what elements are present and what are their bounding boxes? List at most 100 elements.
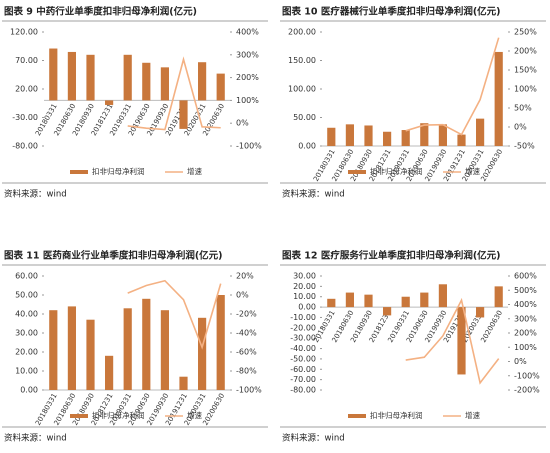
y2-tick-label: -200% [514,386,540,395]
legend-label: 增速 [465,410,480,420]
bar [67,306,76,390]
y2-tick-label: -80% [236,367,257,376]
source: 资料来源：wind [4,433,67,444]
y2-tick-label: 200% [236,73,259,82]
bar [364,294,373,308]
y-tick-label: 10.00 [15,367,38,376]
bar [179,100,188,129]
bar [179,376,188,390]
bar [67,51,76,101]
y2-tick-label: 50% [514,104,532,113]
y2-tick-label: 500% [514,286,537,295]
legend-label: 扣非归母净利润 [370,166,423,176]
legend-label: 扣非归母净利润 [92,410,145,420]
y2-tick-label: 100% [236,96,259,105]
bar [49,310,58,390]
y2-tick-label: 600% [514,272,537,281]
y-tick-label: -70.00 [290,375,316,384]
y-tick-label: -30.00 [12,113,38,122]
bar [345,292,354,308]
y-tick-label: 0.00 [298,303,316,312]
bar [383,307,392,316]
y-tick-label: 150.00 [288,56,316,65]
y-tick-label: 120.00 [10,28,38,37]
chart-title: 图表 11 医药商业行业单季度扣非归母净利润(亿元) [4,250,223,262]
y2-tick-label: 250% [514,28,537,37]
bar [457,134,466,146]
legend-swatch [70,414,88,418]
y2-tick-label: 300% [514,314,537,323]
bar [123,54,132,101]
chart-title: 图表 10 医疗器械行业单季度扣非归母净利润(亿元) [282,6,501,18]
bar [476,118,485,146]
bar [123,308,132,390]
y-tick-label: 60.00 [15,272,38,281]
y2-tick-label: 100% [514,343,537,352]
growth-line [405,37,500,136]
bar [457,307,466,375]
bar [105,100,114,105]
y2-tick-label: -20% [236,310,257,319]
y2-tick-label: 400% [514,300,537,309]
bar [142,62,151,101]
y-tick-label: 100.00 [288,85,316,94]
y-tick-label: -10.00 [290,313,316,322]
y2-tick-label: -100% [236,386,262,395]
y2-tick-label: 100% [514,85,537,94]
source: 资料来源：wind [282,189,345,200]
y2-tick-label: 20% [236,272,254,281]
y2-tick-label: 200% [514,47,537,56]
bar [198,317,207,390]
y-tick-label: 40.00 [15,310,38,319]
source: 资料来源：wind [4,189,67,200]
bar [383,131,392,146]
y2-tick-label: -100% [236,142,262,151]
y2-tick-label: -100% [514,371,540,380]
y-tick-label: 20.00 [15,85,38,94]
legend-swatch [348,170,366,174]
y2-tick-label: -50% [514,142,535,151]
bar [105,355,114,390]
bar [345,124,354,146]
legend-label: 增速 [465,166,480,176]
y-tick-label: 0.00 [20,386,38,395]
y-tick-label: 0.00 [298,142,316,151]
y2-tick-label: 0% [514,123,527,132]
y-tick-label: 50.00 [293,113,316,122]
bar [438,124,447,146]
y-tick-label: -50.00 [290,354,316,363]
y2-tick-label: 0% [236,291,249,300]
bar [49,48,58,101]
legend-label: 增速 [187,410,202,420]
y-tick-label: 20.00 [293,282,316,291]
y2-tick-label: -60% [236,348,257,357]
y-tick-label: -60.00 [290,365,316,374]
y2-tick-label: 300% [236,50,259,59]
bar [364,125,373,146]
legend-label: 扣非归母净利润 [92,166,145,176]
y-tick-label: -80.00 [290,386,316,395]
y2-tick-label: 0% [236,119,249,128]
y-tick-label: 70.00 [15,56,38,65]
bar [160,67,169,101]
bar [216,73,225,101]
bar [401,130,410,146]
bar [420,292,429,308]
bar [142,298,151,390]
chart-title: 图表 12 医疗服务行业单季度扣非归母净利润(亿元) [282,250,501,262]
bar [327,127,336,146]
y2-tick-label: 150% [514,66,537,75]
legend-swatch [70,170,88,174]
source: 资料来源：wind [282,433,345,444]
growth-line [405,297,500,385]
y-tick-label: 50.00 [15,291,38,300]
bar [160,310,169,390]
bar [198,62,207,101]
y-tick-label: 20.00 [15,348,38,357]
y-tick-label: 10.00 [293,292,316,301]
bar [494,286,503,308]
y-tick-label: 30.00 [15,329,38,338]
chart-title: 图表 9 中药行业单季度扣非归母净利润(亿元) [4,6,197,18]
bar [216,295,225,390]
